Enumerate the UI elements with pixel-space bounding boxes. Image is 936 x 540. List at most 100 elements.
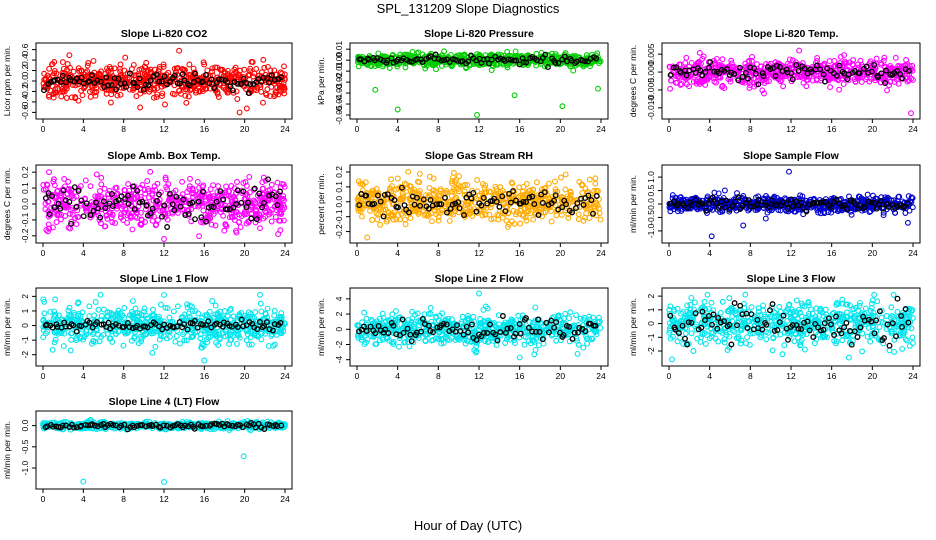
overlay-point: [139, 198, 146, 205]
data-point: [503, 217, 510, 224]
x-tick-label: 8: [436, 124, 441, 134]
overlay-point: [60, 187, 67, 194]
data-point: [406, 182, 413, 189]
data-points: [40, 291, 288, 364]
data-point: [48, 204, 55, 211]
x-tick-label: 12: [159, 124, 169, 134]
data-point: [719, 83, 725, 90]
data-point: [834, 76, 841, 83]
data-point: [281, 204, 288, 211]
overlay-point: [356, 202, 363, 209]
data-point: [58, 211, 65, 218]
data-point: [486, 211, 493, 218]
overlay-point: [161, 202, 168, 209]
data-point: [257, 84, 264, 91]
overlay-point: [724, 66, 730, 73]
data-point: [260, 56, 267, 63]
data-point: [450, 186, 457, 193]
data-point: [149, 349, 156, 356]
data-point: [216, 191, 223, 198]
data-point: [165, 197, 172, 204]
x-tick-label: 24: [908, 248, 918, 258]
data-point: [49, 224, 56, 231]
data-point: [670, 68, 677, 75]
data-point: [683, 81, 690, 88]
overlay-point: [87, 212, 94, 219]
overlay-point: [783, 66, 790, 73]
data-point: [49, 61, 55, 68]
data-point: [840, 81, 847, 88]
data-point: [170, 308, 177, 315]
overlay-point: [256, 190, 263, 197]
data-point: [277, 227, 284, 234]
data-point: [185, 93, 192, 100]
data-point: [562, 186, 569, 193]
data-point: [144, 178, 151, 184]
x-tick-label: 16: [827, 124, 837, 134]
panel-title: Slope Gas Stream RH: [425, 150, 533, 162]
overlay-point: [179, 71, 186, 78]
data-point: [591, 187, 598, 194]
data-point: [267, 186, 274, 193]
data-point: [558, 174, 564, 181]
data-point: [516, 184, 523, 191]
y-tick-label: 0.2: [334, 166, 344, 178]
data-point: [64, 190, 71, 197]
data-point: [243, 220, 250, 227]
data-point: [586, 176, 593, 183]
data-point: [162, 176, 169, 183]
y-tick-label: 0.01: [334, 41, 344, 58]
overlay-point: [200, 78, 206, 85]
data-point: [78, 68, 85, 74]
overlay-point: [266, 192, 273, 199]
overlay-point: [180, 196, 187, 203]
data-point: [423, 62, 430, 69]
data-point: [121, 67, 128, 74]
data-point: [130, 61, 137, 68]
overlay-point: [760, 73, 767, 80]
y-tick-label: -0.04: [334, 94, 344, 114]
x-tick-label: 16: [200, 124, 210, 134]
data-point: [196, 233, 203, 240]
data-point: [90, 57, 97, 64]
overlay-point: [166, 78, 173, 85]
y-tick-label: 0.00: [334, 52, 344, 69]
data-point: [40, 334, 47, 341]
data-point: [461, 51, 468, 58]
overlay-point: [274, 202, 281, 209]
data-point: [230, 89, 237, 96]
x-tick-label: 12: [159, 248, 169, 258]
data-point: [74, 207, 81, 214]
overlay-point: [593, 55, 600, 62]
data-point: [406, 52, 413, 59]
data-point: [154, 180, 161, 187]
overlay-point: [552, 59, 559, 66]
data-point: [68, 207, 75, 213]
data-point: [558, 196, 565, 203]
overlay-point: [731, 71, 738, 77]
data-point: [476, 208, 483, 214]
data-point: [688, 59, 695, 66]
overlay-point: [154, 197, 161, 204]
overlay-point: [752, 70, 759, 77]
data-point: [841, 60, 848, 67]
panel-3: Slope Li-820 Temp.degrees C per min.0 4 8 1…: [628, 28, 921, 134]
data-point: [233, 88, 240, 95]
data-point: [566, 199, 573, 206]
y-tick-label: -0.1: [20, 212, 30, 227]
data-point: [360, 181, 366, 188]
data-point: [428, 218, 435, 225]
overlay-point: [395, 56, 402, 63]
data-point: [257, 291, 263, 298]
data-point: [567, 63, 574, 70]
data-point: [804, 65, 811, 71]
overlay-point: [406, 58, 413, 65]
overlay-point: [452, 200, 459, 207]
data-points: [666, 168, 916, 240]
data-point: [892, 54, 899, 61]
data-point: [448, 178, 455, 185]
data-point: [156, 196, 163, 203]
data-point: [137, 90, 144, 97]
